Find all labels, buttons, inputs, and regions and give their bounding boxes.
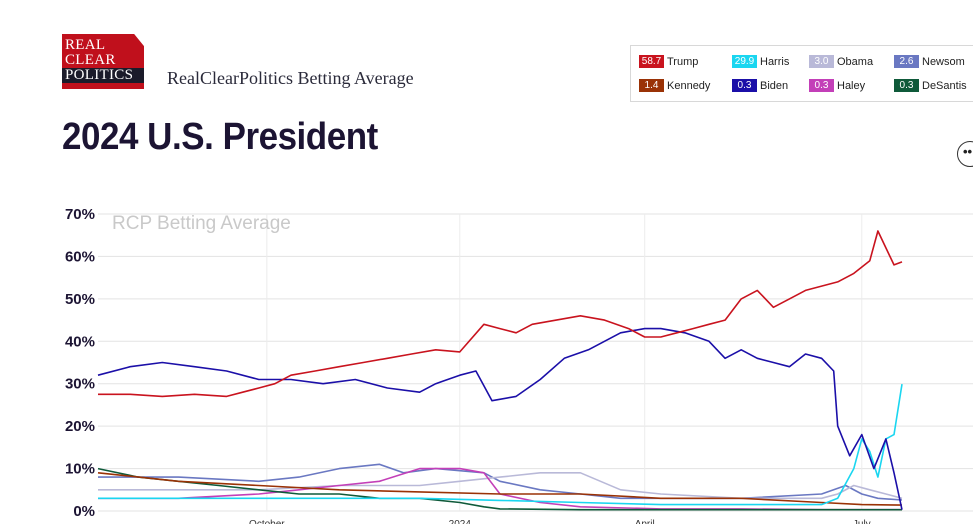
legend-value: 0.3	[732, 79, 757, 92]
legend-label: Harris	[760, 55, 790, 68]
legend-label: Newsom	[922, 55, 965, 68]
legend-label: Biden	[760, 79, 789, 92]
legend-value: 0.3	[809, 79, 834, 92]
legend-item-trump[interactable]: 58.7 Trump	[639, 55, 698, 68]
legend-label: DeSantis	[922, 79, 967, 92]
legend-value: 3.0	[809, 55, 834, 68]
legend-item-harris[interactable]: 29.9 Harris	[732, 55, 789, 68]
legend: 58.7 Trump 29.9 Harris 3.0 Obama 2.6 New…	[630, 45, 973, 102]
y-tick-label: 40%	[65, 333, 95, 350]
y-axis: 70% 60% 50% 40% 30% 20% 10% 0%	[65, 206, 95, 520]
series-line-harris[interactable]	[98, 383, 903, 506]
x-tick-label: October	[249, 519, 285, 524]
legend-item-desantis[interactable]: 0.3 DeSantis	[894, 79, 967, 92]
logo-line-2: CLEAR	[65, 52, 116, 68]
series-line-biden[interactable]	[97, 327, 903, 510]
rcp-logo: REAL CLEAR POLITICS	[62, 34, 144, 89]
series-lines	[97, 230, 903, 511]
page-title: 2024 U.S. President	[62, 116, 378, 158]
legend-label: Obama	[837, 55, 874, 68]
x-tick-label: 2024	[449, 519, 472, 524]
logo-line-1: REAL	[65, 37, 106, 53]
y-tick-label: 30%	[65, 376, 95, 393]
legend-item-kennedy[interactable]: 1.4 Kennedy	[639, 79, 710, 92]
legend-label: Trump	[667, 55, 699, 68]
legend-value: 0.3	[894, 79, 919, 92]
legend-item-newsom[interactable]: 2.6 Newsom	[894, 55, 965, 68]
legend-label: Haley	[837, 79, 866, 92]
x-tick-label: July	[853, 519, 871, 524]
page-subtitle: RealClearPolitics Betting Average	[167, 68, 414, 88]
legend-item-haley[interactable]: 0.3 Haley	[809, 79, 865, 92]
legend-item-biden[interactable]: 0.3 Biden	[732, 79, 788, 92]
x-axis: October 2024 April July	[249, 519, 871, 524]
y-tick-label: 0%	[73, 503, 95, 520]
legend-label: Kennedy	[667, 79, 711, 92]
chart-grid	[98, 213, 973, 512]
series-line-kennedy[interactable]	[97, 472, 903, 506]
y-tick-label: 60%	[65, 248, 95, 265]
legend-value: 1.4	[639, 79, 664, 92]
legend-value: 2.6	[894, 55, 919, 68]
series-line-trump[interactable]	[98, 230, 903, 398]
legend-item-obama[interactable]: 3.0 Obama	[809, 55, 873, 68]
y-tick-label: 50%	[65, 291, 95, 308]
series-line-newsom[interactable]	[98, 463, 903, 501]
chart-watermark: RCP Betting Average	[112, 213, 291, 234]
y-tick-label: 20%	[65, 418, 95, 435]
y-tick-label: 10%	[65, 461, 95, 478]
legend-value: 58.7	[639, 55, 664, 68]
x-tick-label: April	[635, 519, 655, 524]
logo-line-3: POLITICS	[62, 68, 144, 83]
y-tick-label: 70%	[65, 206, 95, 223]
legend-value: 29.9	[732, 55, 757, 68]
